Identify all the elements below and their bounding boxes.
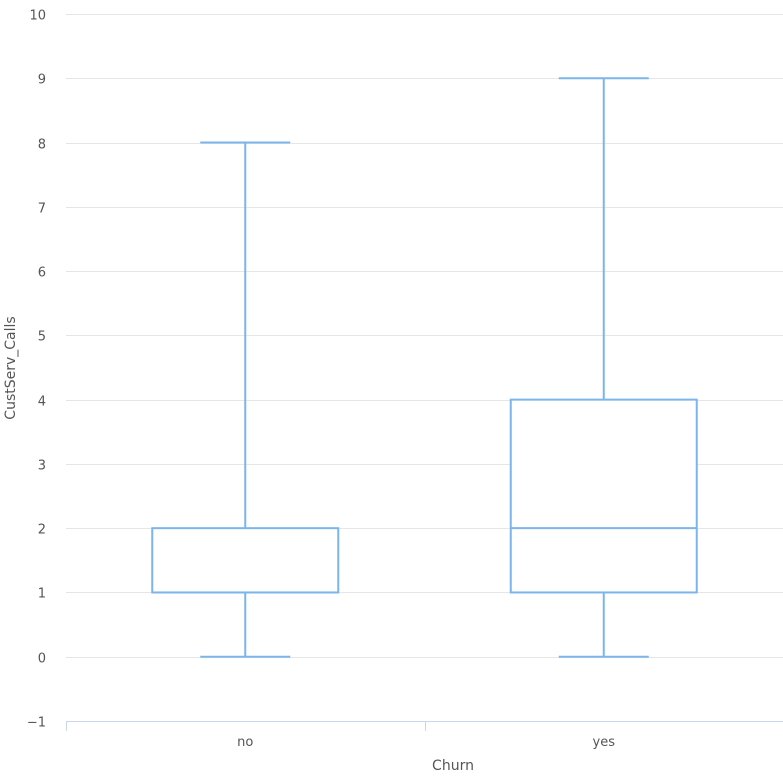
y-tick-label: 10 [29,9,46,24]
y-tick-label: −1 [27,716,46,731]
y-tick-label: 1 [38,587,46,602]
box-body [509,398,698,594]
y-axis-title: CustServ_Calls [3,316,19,419]
y-tick-label: 9 [38,73,46,88]
y-tick-label: 2 [38,523,46,538]
x-axis: no yes [66,721,783,750]
y-tick-label: 8 [38,138,46,153]
x-tick-label: no [237,735,253,750]
y-axis-tick-labels: −1 0 1 2 3 4 5 6 7 8 9 10 [27,9,46,731]
y-tick-label: 7 [38,202,46,217]
box-body [151,527,340,594]
box-no [151,141,340,658]
y-tick-label: 6 [38,266,46,281]
box-series [151,77,698,658]
y-tick-label: 5 [38,330,46,345]
y-tick-label: 4 [38,395,46,410]
x-tick-label: yes [593,735,616,750]
x-axis-title: Churn [432,758,474,774]
box-yes [509,77,698,658]
y-tick-label: 0 [38,652,46,667]
y-tick-label: 3 [38,459,46,474]
